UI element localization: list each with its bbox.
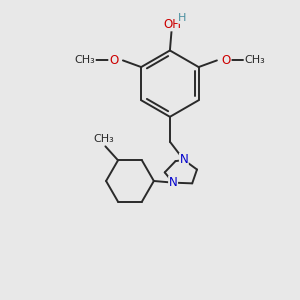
Text: OH: OH [163,18,181,31]
Text: CH₃: CH₃ [94,134,115,144]
Text: H: H [178,13,186,23]
Text: N: N [179,154,188,166]
Text: O: O [109,54,118,67]
Text: N: N [169,176,178,189]
Text: CH₃: CH₃ [244,55,265,65]
Text: O: O [222,54,231,67]
Text: CH₃: CH₃ [75,55,95,65]
